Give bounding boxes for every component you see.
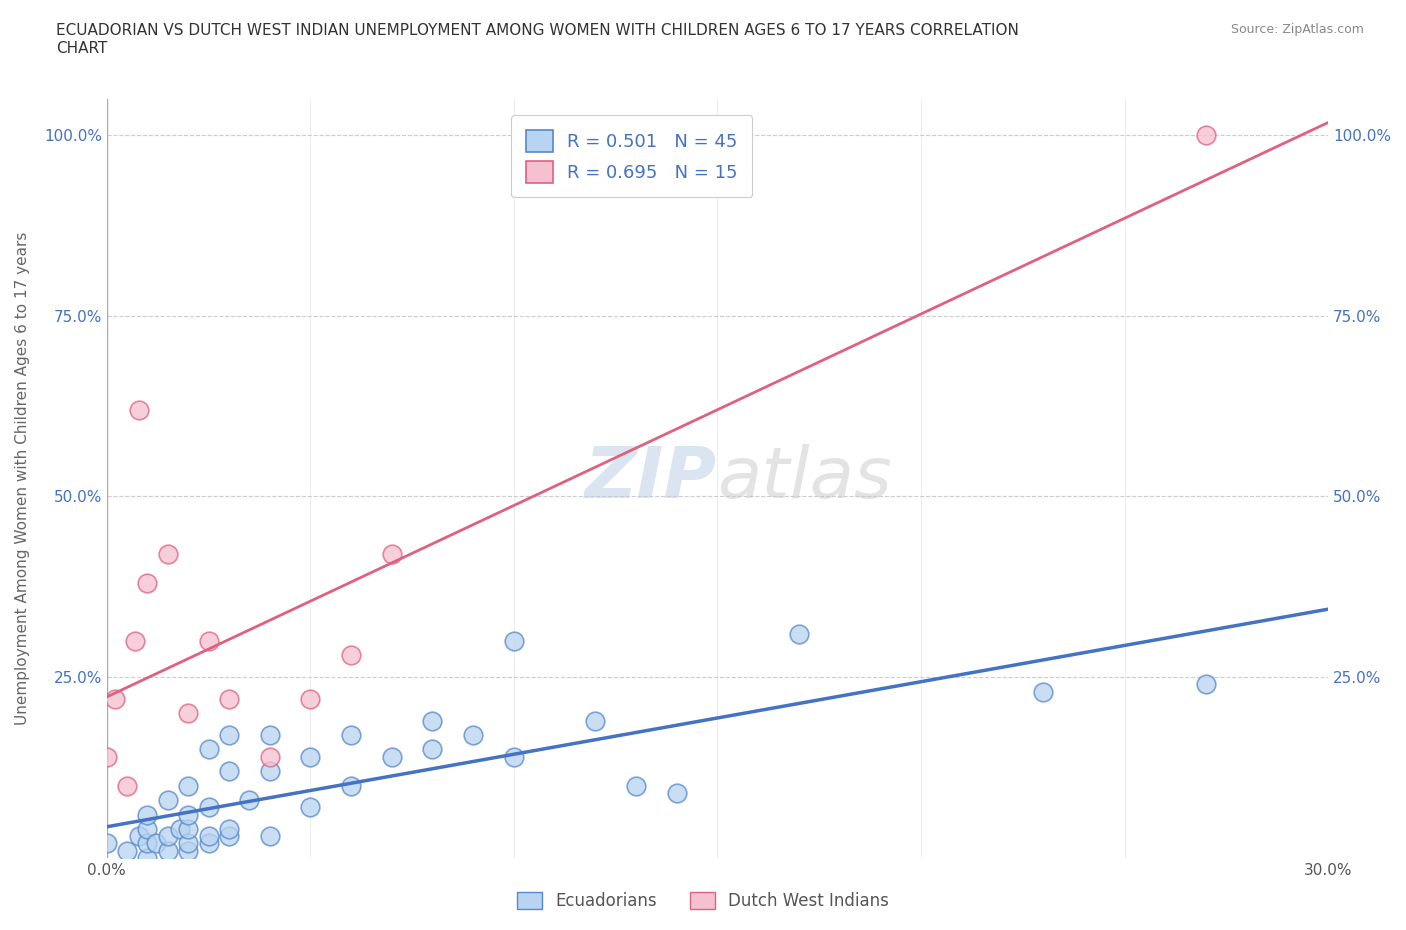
Point xyxy=(259,829,281,844)
Point xyxy=(177,778,200,793)
Point xyxy=(136,576,159,591)
Point xyxy=(218,691,240,706)
Point xyxy=(197,836,219,851)
Point xyxy=(177,821,200,836)
Point xyxy=(340,778,363,793)
Point xyxy=(259,727,281,742)
Point xyxy=(128,402,150,417)
Text: ZIP: ZIP xyxy=(585,444,717,512)
Point xyxy=(145,836,167,851)
Point xyxy=(1032,684,1054,699)
Point xyxy=(177,807,200,822)
Point xyxy=(156,547,179,562)
Point xyxy=(169,821,191,836)
Point xyxy=(136,836,159,851)
Point xyxy=(422,713,444,728)
Legend: Ecuadorians, Dutch West Indians: Ecuadorians, Dutch West Indians xyxy=(510,885,896,917)
Point xyxy=(218,821,240,836)
Point xyxy=(124,633,146,648)
Point xyxy=(665,786,688,801)
Point xyxy=(156,829,179,844)
Point xyxy=(381,750,404,764)
Point xyxy=(1195,677,1218,692)
Point xyxy=(177,844,200,858)
Point xyxy=(422,742,444,757)
Point xyxy=(463,727,485,742)
Point xyxy=(624,778,647,793)
Point xyxy=(502,750,524,764)
Point xyxy=(502,633,524,648)
Point xyxy=(259,750,281,764)
Point xyxy=(299,691,322,706)
Point xyxy=(583,713,606,728)
Text: ECUADORIAN VS DUTCH WEST INDIAN UNEMPLOYMENT AMONG WOMEN WITH CHILDREN AGES 6 TO: ECUADORIAN VS DUTCH WEST INDIAN UNEMPLOY… xyxy=(56,23,1019,56)
Point xyxy=(218,764,240,778)
Point xyxy=(197,829,219,844)
Point xyxy=(218,727,240,742)
Point xyxy=(238,792,260,807)
Point xyxy=(197,742,219,757)
Legend: R = 0.501   N = 45, R = 0.695   N = 15: R = 0.501 N = 45, R = 0.695 N = 15 xyxy=(512,115,752,197)
Point xyxy=(96,836,118,851)
Point xyxy=(136,821,159,836)
Point xyxy=(340,727,363,742)
Point xyxy=(136,807,159,822)
Point xyxy=(128,829,150,844)
Point xyxy=(299,800,322,815)
Point xyxy=(197,633,219,648)
Point xyxy=(299,750,322,764)
Point xyxy=(177,836,200,851)
Point xyxy=(197,800,219,815)
Text: Source: ZipAtlas.com: Source: ZipAtlas.com xyxy=(1230,23,1364,36)
Point xyxy=(96,750,118,764)
Point xyxy=(340,648,363,663)
Point xyxy=(156,792,179,807)
Point xyxy=(156,844,179,858)
Point xyxy=(115,778,138,793)
Point xyxy=(218,829,240,844)
Point xyxy=(115,844,138,858)
Text: atlas: atlas xyxy=(717,444,891,512)
Point xyxy=(104,691,127,706)
Point xyxy=(381,547,404,562)
Point xyxy=(136,851,159,866)
Point xyxy=(787,626,810,641)
Point xyxy=(177,706,200,721)
Point xyxy=(259,764,281,778)
Point xyxy=(1195,127,1218,142)
Y-axis label: Unemployment Among Women with Children Ages 6 to 17 years: Unemployment Among Women with Children A… xyxy=(15,232,30,725)
